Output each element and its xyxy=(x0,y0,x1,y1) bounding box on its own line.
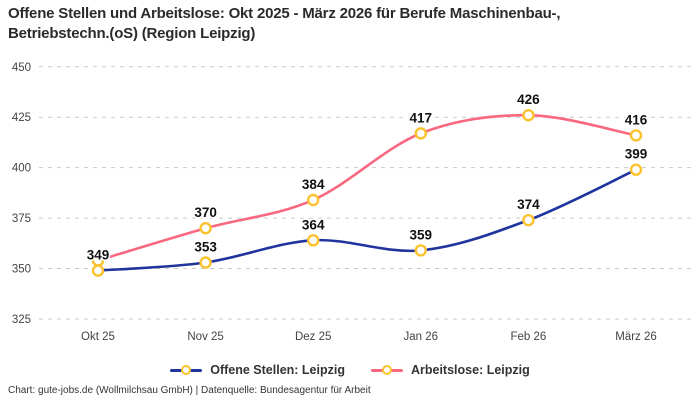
data-point-label: 359 xyxy=(410,227,433,242)
x-tick-label: Dez 25 xyxy=(295,331,331,343)
legend: Offene Stellen: Leipzig Arbeitslose: Lei… xyxy=(0,359,700,381)
y-tick-label: 450 xyxy=(12,62,31,74)
y-tick-label: 400 xyxy=(12,163,31,175)
data-point-marker[interactable] xyxy=(629,129,643,142)
x-tick-label: Okt 25 xyxy=(81,331,115,343)
data-point-label: 384 xyxy=(302,177,325,192)
x-tick-label: Nov 25 xyxy=(187,331,223,343)
y-tick-label: 375 xyxy=(12,213,31,225)
x-tick-label: Jan 26 xyxy=(404,331,439,343)
x-tick-label: Feb 26 xyxy=(510,331,546,343)
legend-item-offene-stellen[interactable]: Offene Stellen: Leipzig xyxy=(170,363,345,377)
data-point-label: 426 xyxy=(517,92,540,107)
data-point-marker[interactable] xyxy=(522,213,535,227)
data-point-marker[interactable] xyxy=(199,256,212,269)
legend-marker-icon xyxy=(381,365,392,375)
data-point-marker[interactable] xyxy=(522,109,535,122)
series-line-arbeitslose xyxy=(96,113,638,262)
data-point-label: 353 xyxy=(194,240,217,255)
data-point-marker[interactable] xyxy=(414,244,427,257)
y-tick-label: 325 xyxy=(12,314,31,326)
legend-marker-icon xyxy=(181,365,192,375)
legend-item-arbeitslose[interactable]: Arbeitslose: Leipzig xyxy=(370,363,530,377)
data-point-marker[interactable] xyxy=(629,163,643,176)
data-point-label: 416 xyxy=(625,112,648,127)
data-point-marker[interactable] xyxy=(91,264,105,277)
data-point-marker[interactable] xyxy=(307,234,320,247)
y-tick-label: 425 xyxy=(12,112,31,124)
data-point-marker[interactable] xyxy=(199,222,212,235)
data-point-label: 374 xyxy=(517,197,540,212)
series-line-offene-stellen xyxy=(96,168,638,272)
data-point-marker[interactable] xyxy=(414,127,427,140)
y-tick-label: 350 xyxy=(12,264,31,276)
data-point-label: 417 xyxy=(410,110,433,125)
x-tick-label: März 26 xyxy=(615,331,657,343)
legend-label-arbeitslose: Arbeitslose: Leipzig xyxy=(410,363,530,377)
legend-swatch-arbeitslose xyxy=(370,364,403,376)
data-point-label: 349 xyxy=(87,248,110,263)
data-point-marker[interactable] xyxy=(307,193,320,207)
data-point-label: 370 xyxy=(194,205,217,220)
data-point-label: 364 xyxy=(302,217,325,232)
chart-title: Offene Stellen und Arbeitslose: Okt 2025… xyxy=(8,5,561,42)
legend-label-offene-stellen: Offene Stellen: Leipzig xyxy=(210,363,345,377)
legend-swatch-offene-stellen xyxy=(170,364,203,376)
source-attribution: Chart: gute-jobs.de (Wollmilchsau GmbH) … xyxy=(8,385,371,396)
data-point-label: 399 xyxy=(625,147,648,162)
